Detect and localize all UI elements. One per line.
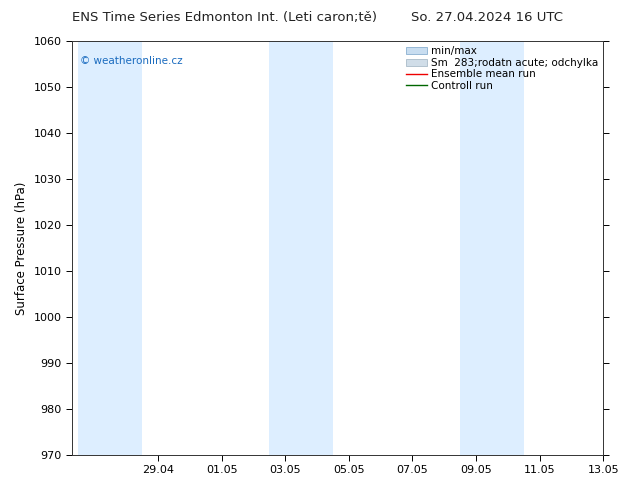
Bar [460, 41, 524, 455]
Text: © weatheronline.cz: © weatheronline.cz [80, 55, 183, 66]
Bar [269, 41, 333, 455]
Legend: min/max, Sm  283;rodatn acute; odchylka, Ensemble mean run, Controll run: min/max, Sm 283;rodatn acute; odchylka, … [403, 43, 601, 94]
Bar [79, 41, 142, 455]
Y-axis label: Surface Pressure (hPa): Surface Pressure (hPa) [15, 181, 28, 315]
Text: ENS Time Series Edmonton Int. (Leti caron;tě)        So. 27.04.2024 16 UTC: ENS Time Series Edmonton Int. (Leti caro… [72, 11, 562, 24]
